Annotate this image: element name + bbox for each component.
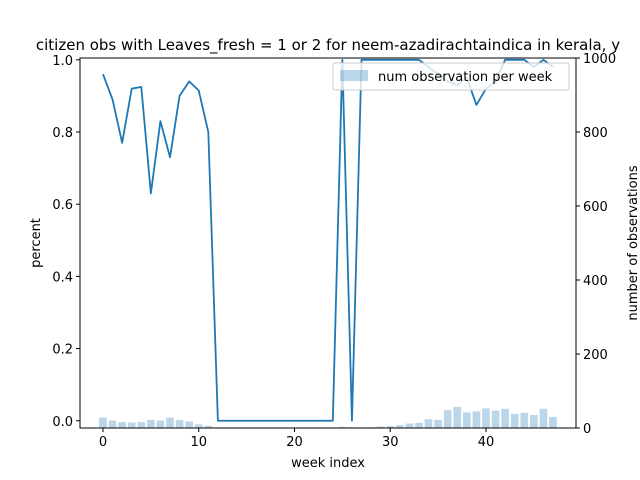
y-tick-label-0.8: 0.8 (52, 126, 73, 141)
plot-frame (79, 57, 577, 429)
bar-week-43 (510, 413, 519, 428)
bar-week-7 (166, 417, 174, 428)
bar-week-9 (185, 421, 193, 428)
y2-tick-label-800: 800 (583, 126, 608, 141)
bar-week-25 (338, 426, 347, 428)
bar-week-11 (204, 425, 213, 428)
bars-layer (99, 406, 557, 428)
bar-week-31 (395, 425, 404, 428)
x-tick-label-10: 10 (190, 435, 207, 450)
bar-week-6 (156, 420, 165, 428)
percent-line (102, 58, 554, 422)
bar-week-38 (463, 412, 471, 428)
bar-week-29 (376, 426, 385, 428)
bar-week-37 (453, 406, 462, 428)
x-tick-label-20: 20 (286, 435, 303, 450)
bar-week-35 (434, 419, 442, 428)
y-axis-right: 0 200 400 600 800 1000 (576, 52, 616, 437)
y2-axis-label: number of observations (626, 165, 640, 320)
y-tick-label-1: 1.0 (52, 54, 73, 69)
y2-tick-label-200: 200 (583, 348, 608, 363)
x-axis-label: week index (291, 456, 365, 471)
bar-week-2 (118, 422, 126, 428)
y2-tick-label-400: 400 (583, 274, 608, 289)
x-tick-label-0: 0 (99, 435, 107, 450)
y2-tick-label-600: 600 (583, 200, 608, 215)
bar-week-1 (108, 420, 117, 428)
line-layer (102, 58, 554, 422)
bar-week-4 (137, 422, 146, 428)
bar-week-36 (443, 410, 452, 428)
bar-week-8 (175, 419, 184, 428)
bar-week-10 (194, 424, 203, 428)
x-tick-label-30: 30 (382, 435, 399, 450)
bar-week-34 (424, 419, 433, 428)
bar-week-30 (386, 426, 395, 428)
bar-week-5 (147, 419, 155, 428)
bar-week-0 (99, 417, 107, 428)
bar-week-33 (415, 422, 423, 428)
bar-week-32 (405, 423, 414, 428)
y-axis-label: percent (29, 218, 44, 268)
y2-tick-label-1000: 1000 (583, 52, 616, 67)
bar-week-40 (482, 408, 490, 428)
bar-week-39 (472, 411, 481, 428)
y-axis-left: 0.0 0.2 0.4 0.6 0.8 1.0 (52, 54, 80, 430)
y-tick-label-0.2: 0.2 (52, 343, 73, 358)
y-tick-label-0.6: 0.6 (52, 198, 73, 213)
bar-week-3 (127, 422, 136, 428)
bar-week-42 (501, 408, 509, 428)
bar-week-45 (530, 415, 538, 428)
bar-week-47 (549, 416, 557, 428)
bar-week-41 (491, 410, 500, 428)
legend-label: num observation per week (378, 70, 553, 85)
bar-week-46 (539, 408, 548, 428)
y-tick-label-0.4: 0.4 (52, 270, 73, 285)
legend-swatch (340, 70, 368, 81)
x-axis: 0 10 20 30 40 (99, 428, 494, 450)
y2-tick-label-0: 0 (583, 422, 591, 437)
bar-week-44 (520, 412, 529, 428)
x-tick-label-40: 40 (478, 435, 495, 450)
legend: num observation per week (332, 62, 570, 91)
legend-frame (332, 62, 570, 91)
y-tick-label-0: 0.0 (52, 415, 73, 430)
chart-title: citizen obs with Leaves_fresh = 1 or 2 f… (36, 36, 620, 55)
